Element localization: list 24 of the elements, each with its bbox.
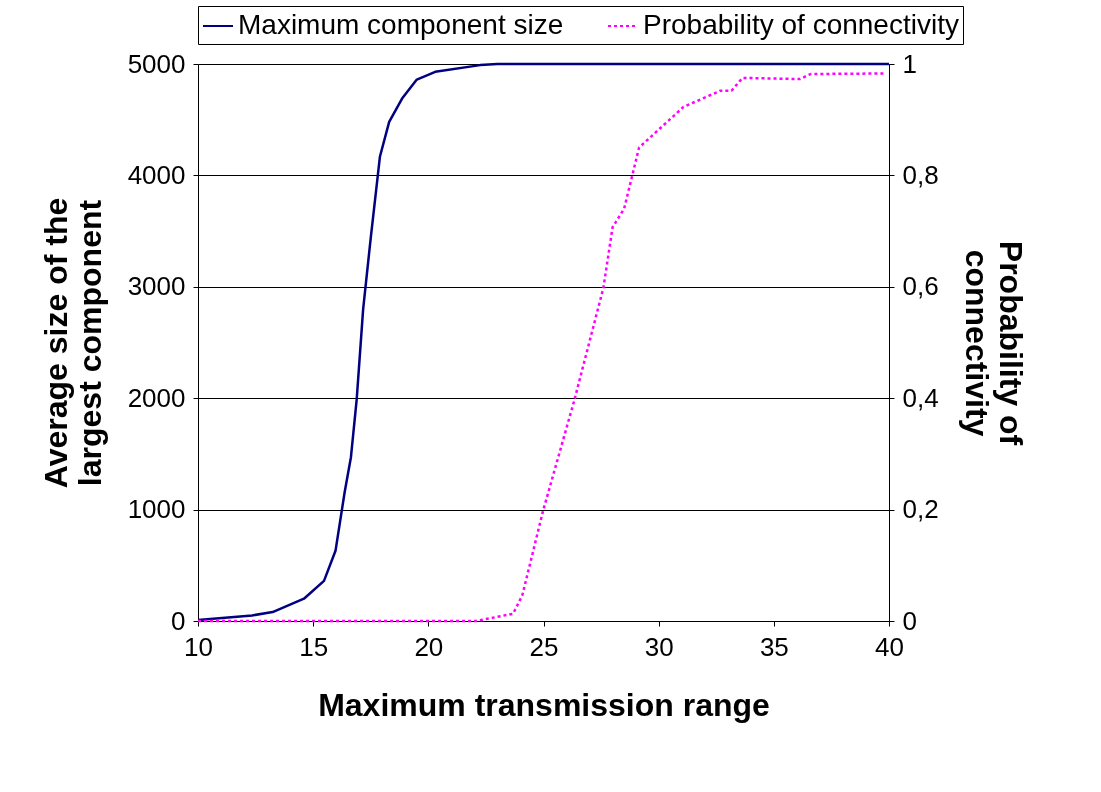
y2-tick-label: 0 <box>902 605 917 636</box>
y-tick-label: 4000 <box>127 159 186 190</box>
legend-label: Probability of connectivity <box>643 9 959 40</box>
x-axis-title: Maximum transmission range <box>318 686 770 723</box>
y2-tick-label: 0,2 <box>902 494 939 525</box>
y-tick-label: 5000 <box>127 48 186 79</box>
x-tick-label: 10 <box>184 631 213 662</box>
y-tick-label: 1000 <box>127 494 186 525</box>
y-tick-label: 3000 <box>127 271 186 302</box>
y2-axis-title: Probability of connectivity <box>958 240 1029 446</box>
x-tick-label: 15 <box>299 631 329 662</box>
x-tick-label: 35 <box>759 631 789 662</box>
x-tick-label: 20 <box>414 631 444 662</box>
y2-tick-label: 0,4 <box>902 382 939 413</box>
legend-label: Maximum component size <box>238 9 564 40</box>
x-tick-label: 30 <box>644 631 674 662</box>
y2-tick-label: 0,8 <box>902 159 939 190</box>
x-tick-label: 40 <box>875 631 904 662</box>
y-axis-title: Average size of the largest component <box>37 197 108 489</box>
y-tick-label: 0 <box>171 605 186 636</box>
y2-tick-label: 1 <box>902 48 917 79</box>
y-tick-label: 2000 <box>127 382 186 413</box>
x-tick-label: 25 <box>529 631 559 662</box>
y2-tick-label: 0,6 <box>902 271 939 302</box>
